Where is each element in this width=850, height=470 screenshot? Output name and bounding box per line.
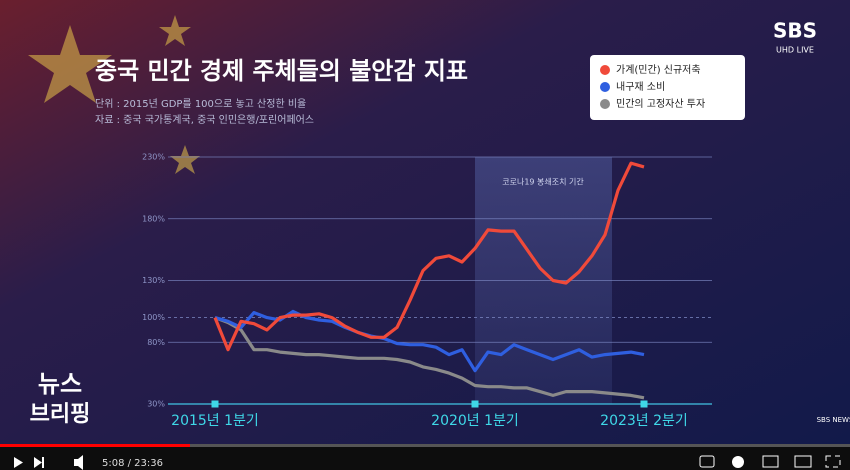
miniplayer-button[interactable]	[762, 455, 779, 468]
line-series	[213, 161, 645, 352]
x-tick-label: 2020년 1분기	[431, 413, 519, 429]
chart-subtitle: 자료 : 중국 국가통계국, 중국 인민은행/포린어페어스	[95, 114, 314, 126]
next-button[interactable]	[42, 457, 44, 468]
y-tick-label: 130%	[142, 276, 165, 285]
line-series	[214, 316, 645, 400]
player-bar	[0, 445, 850, 470]
x-tick-mark	[471, 400, 479, 408]
x-tick-label: 2023년 2분기	[600, 413, 688, 429]
cc-button[interactable]	[699, 455, 715, 468]
legend-label: 가계(민간) 신규저축	[616, 64, 701, 76]
chart-subtitle: 단위 : 2015년 GDP를 100으로 놓고 산정한 비율	[95, 97, 306, 110]
x-tick-label: 2015년 1분기	[171, 413, 259, 429]
legend-box	[590, 55, 745, 120]
y-tick-label: 100%	[142, 313, 165, 322]
time-display: 5:08 / 23:36	[102, 458, 163, 469]
program-logo: 브리핑	[30, 402, 91, 427]
chart: 30% 80% 100% 130% 180% 230% 2015년 1분기 2020년 1분기…	[142, 64, 712, 429]
theater-button[interactable]	[794, 455, 812, 468]
player-controls	[14, 455, 841, 470]
flag-stars	[28, 15, 200, 174]
legend-label: 민간의 고정자산 투자	[616, 98, 705, 110]
y-tick-label: 230%	[142, 153, 165, 162]
play-button[interactable]	[14, 457, 23, 468]
y-tick-label: 180%	[142, 214, 165, 223]
y-tick-label: 80%	[147, 338, 165, 347]
progress-played[interactable]	[0, 444, 190, 447]
y-tick-label: 30%	[147, 400, 165, 409]
channel-logo: SBS	[773, 19, 817, 43]
legend-marker	[600, 99, 610, 109]
corner-logo: SBS NEWS	[817, 416, 850, 424]
fullscreen-button[interactable]	[825, 455, 841, 468]
legend-marker	[600, 82, 610, 92]
volume-button[interactable]	[74, 455, 83, 470]
legend-label: 내구재 소비	[616, 81, 665, 93]
chart-title: 중국 민간 경제 주체들의 불안감 지표	[95, 57, 468, 85]
program-logo: 뉴스	[38, 370, 82, 398]
legend-marker	[600, 65, 610, 75]
x-tick-mark	[211, 400, 219, 408]
x-tick-mark	[640, 400, 648, 408]
annotation: 코로나19 봉쇄조치 기간	[502, 177, 584, 187]
settings-button[interactable]	[732, 456, 744, 468]
progress-track	[0, 444, 850, 447]
channel-sub: UHD LIVE	[776, 46, 814, 55]
